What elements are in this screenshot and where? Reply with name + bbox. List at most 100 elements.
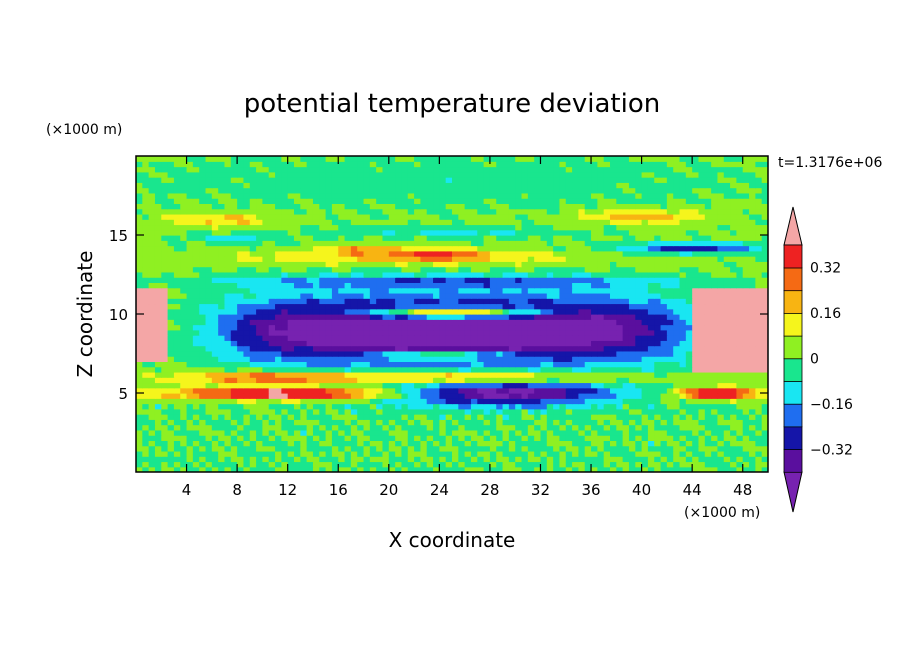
field-cell — [142, 319, 150, 326]
field-cell — [319, 277, 327, 283]
field-cell — [262, 256, 270, 262]
field-cell — [483, 435, 491, 441]
field-cell — [660, 240, 668, 247]
field-cell — [363, 324, 371, 331]
field-cell — [628, 393, 636, 399]
field-cell — [268, 235, 276, 241]
field-cell — [616, 335, 624, 341]
field-cell — [186, 424, 194, 431]
field-cell — [249, 387, 257, 394]
field-cell — [218, 414, 226, 420]
field-cell — [344, 435, 352, 441]
field-cell — [660, 303, 668, 310]
field-cell — [344, 324, 352, 331]
field-cell — [610, 324, 617, 331]
field-cell — [452, 377, 459, 384]
field-cell — [477, 408, 485, 415]
field-cell — [218, 303, 226, 310]
field-cell — [534, 282, 542, 289]
field-cell — [546, 245, 554, 252]
field-cell — [395, 287, 403, 294]
field-cell — [344, 371, 352, 378]
field-cell — [249, 340, 257, 347]
field-cell — [154, 250, 162, 257]
field-cell — [572, 335, 579, 341]
field-cell — [546, 224, 554, 231]
field-cell — [483, 350, 491, 357]
field-cell — [224, 456, 232, 463]
field-cell — [136, 456, 143, 463]
field-cell — [281, 219, 289, 226]
field-cell — [685, 466, 693, 472]
field-cell — [742, 340, 750, 347]
field-cell — [527, 440, 535, 447]
field-cell — [515, 393, 523, 399]
field-cell — [382, 414, 390, 420]
field-cell — [540, 256, 548, 262]
field-cell — [350, 229, 358, 236]
field-cell — [597, 419, 605, 426]
field-cell — [433, 277, 440, 283]
field-cell — [470, 245, 478, 252]
field-cell — [673, 266, 681, 273]
field-cell — [591, 393, 598, 399]
field-cell — [502, 403, 510, 410]
field-cell — [319, 403, 327, 410]
field-cell — [489, 271, 497, 278]
field-cell — [527, 213, 535, 220]
field-cell — [565, 393, 573, 399]
field-cell — [641, 298, 649, 305]
field-cell — [142, 261, 150, 268]
field-cell — [388, 298, 396, 305]
field-cell — [420, 345, 428, 352]
field-cell — [534, 314, 542, 320]
field-cell — [553, 266, 561, 273]
field-cell — [565, 345, 573, 352]
field-cell — [489, 424, 497, 431]
field-cell — [281, 208, 289, 215]
field-cell — [363, 208, 371, 215]
field-cell — [407, 213, 415, 220]
field-cell — [597, 277, 605, 283]
field-cell — [692, 414, 700, 420]
field-cell — [230, 277, 238, 283]
field-cell — [540, 219, 548, 226]
field-cell — [262, 324, 270, 331]
field-cell — [673, 466, 681, 472]
field-cell — [180, 308, 188, 315]
field-cell — [350, 356, 358, 362]
field-cell — [218, 319, 226, 326]
field-cell — [553, 414, 561, 420]
field-cell — [527, 250, 535, 257]
field-cell — [344, 240, 352, 247]
field-cell — [717, 398, 725, 405]
field-cell — [584, 208, 592, 215]
field-cell — [749, 408, 756, 415]
field-cell — [249, 240, 257, 247]
field-cell — [679, 308, 687, 315]
field-cell — [287, 219, 295, 226]
field-cell — [154, 319, 162, 326]
field-cell — [148, 287, 156, 294]
field-cell — [666, 350, 674, 357]
field-cell — [344, 287, 352, 294]
field-cell — [698, 445, 706, 452]
field-cell — [433, 408, 440, 415]
field-cell — [268, 403, 276, 410]
field-cell — [742, 419, 750, 426]
field-cell — [546, 282, 554, 289]
field-cell — [287, 266, 295, 273]
field-cell — [698, 361, 706, 368]
field-cell — [306, 440, 314, 447]
field-cell — [692, 282, 700, 289]
field-cell — [230, 403, 238, 410]
field-cell — [199, 245, 207, 252]
field-cell — [597, 303, 605, 310]
field-cell — [338, 219, 346, 226]
field-cell — [717, 329, 725, 336]
field-cell — [388, 256, 396, 262]
field-cell — [300, 408, 308, 415]
field-cell — [376, 445, 384, 452]
field-cell — [572, 250, 579, 257]
field-cell — [673, 298, 681, 305]
